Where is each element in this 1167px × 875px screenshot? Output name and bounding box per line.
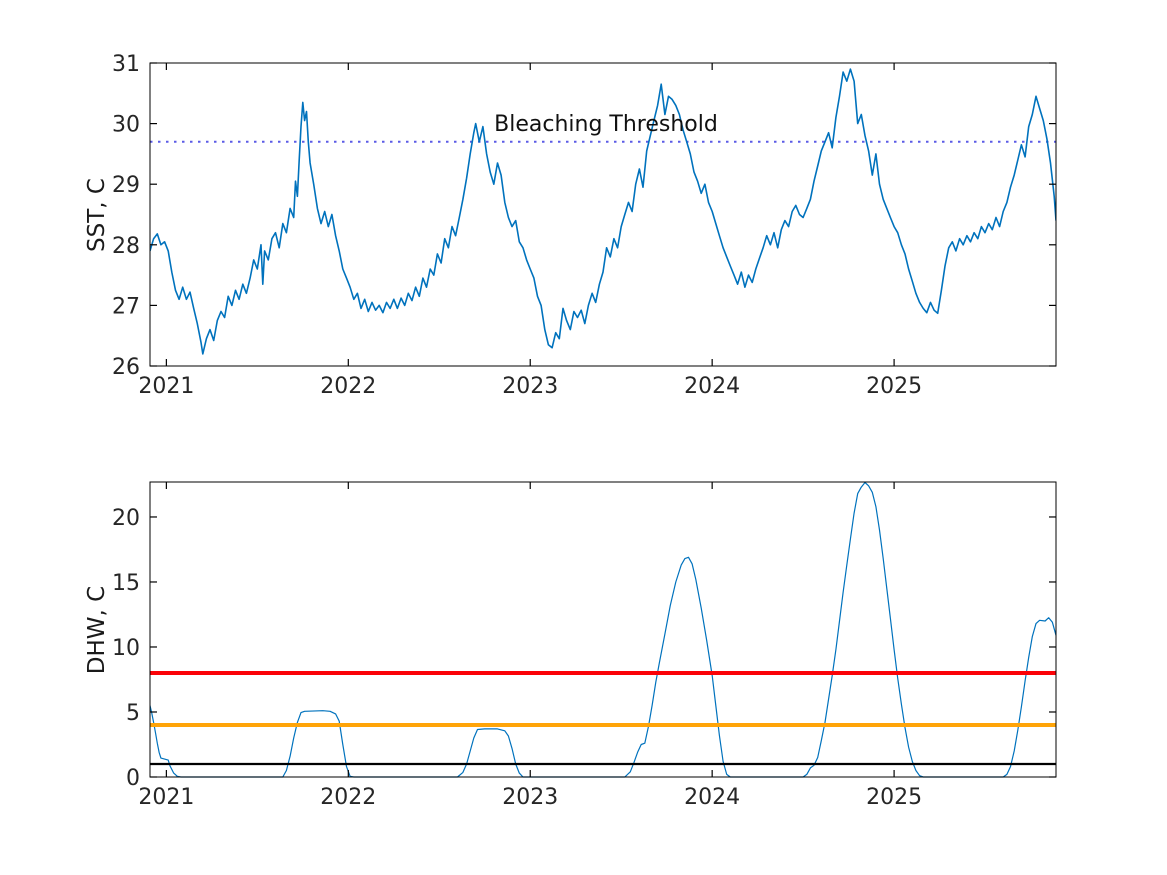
x-tick-label: 2022 [320, 374, 376, 399]
x-tick-label: 2023 [502, 374, 558, 399]
x-tick-label: 2023 [502, 785, 558, 810]
dhw-axes-box [149, 481, 1057, 778]
dhw-series-line [150, 481, 1056, 778]
y-tick-label: 20 [112, 506, 140, 531]
y-tick-label: 15 [112, 571, 140, 596]
x-tick-label: 2024 [684, 785, 740, 810]
x-tick-label: 2025 [866, 374, 922, 399]
y-tick-label: 5 [126, 701, 140, 726]
y-tick-label: 0 [126, 766, 140, 791]
sst-series-line [150, 68, 1056, 355]
x-tick-label: 2021 [138, 785, 194, 810]
y-tick-label: 10 [112, 636, 140, 661]
dhw-y-axis-label: DHW, C [84, 585, 110, 675]
y-tick-label: 28 [112, 234, 140, 259]
y-tick-label: 30 [112, 113, 140, 138]
x-tick-label: 2025 [866, 785, 922, 810]
x-tick-label: 2021 [138, 374, 194, 399]
y-tick-label: 26 [112, 355, 140, 380]
bleaching-threshold-label: Bleaching Threshold [494, 112, 718, 137]
y-tick-label: 31 [112, 52, 140, 77]
y-tick-label: 27 [112, 294, 140, 319]
x-tick-label: 2022 [320, 785, 376, 810]
sst-y-axis-label: SST, C [84, 178, 110, 252]
x-tick-label: 2024 [684, 374, 740, 399]
sst-axes-box [149, 62, 1057, 367]
y-tick-label: 29 [112, 173, 140, 198]
